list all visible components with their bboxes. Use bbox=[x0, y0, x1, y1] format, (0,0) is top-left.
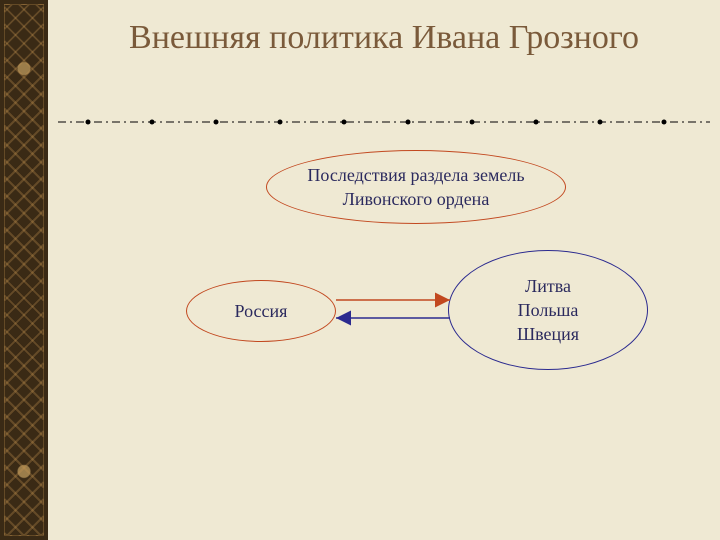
node-russia-label: Россия bbox=[235, 299, 288, 323]
node-consequences-line1: Последствия раздела земель bbox=[307, 163, 524, 187]
divider bbox=[48, 118, 720, 120]
title-text: Внешняя политика Ивана Грозного bbox=[129, 19, 639, 56]
node-right-line3: Швеция bbox=[517, 322, 579, 346]
node-right-line2: Польша bbox=[518, 298, 579, 322]
node-consequences: Последствия раздела земель Ливонского ор… bbox=[266, 150, 566, 224]
node-lithuania-poland-sweden: Литва Польша Швеция bbox=[448, 250, 648, 370]
slide-content: Внешняя политика Ивана Грозного Последст… bbox=[48, 0, 720, 540]
node-consequences-line2: Ливонского ордена bbox=[343, 187, 490, 211]
slide: Внешняя политика Ивана Грозного Последст… bbox=[0, 0, 720, 540]
slide-title: Внешняя политика Ивана Грозного bbox=[48, 0, 720, 57]
decorative-sidebar bbox=[0, 0, 48, 540]
node-russia: Россия bbox=[186, 280, 336, 342]
node-right-line1: Литва bbox=[525, 274, 571, 298]
sidebar-pattern bbox=[4, 4, 44, 536]
divider-svg bbox=[48, 118, 720, 126]
